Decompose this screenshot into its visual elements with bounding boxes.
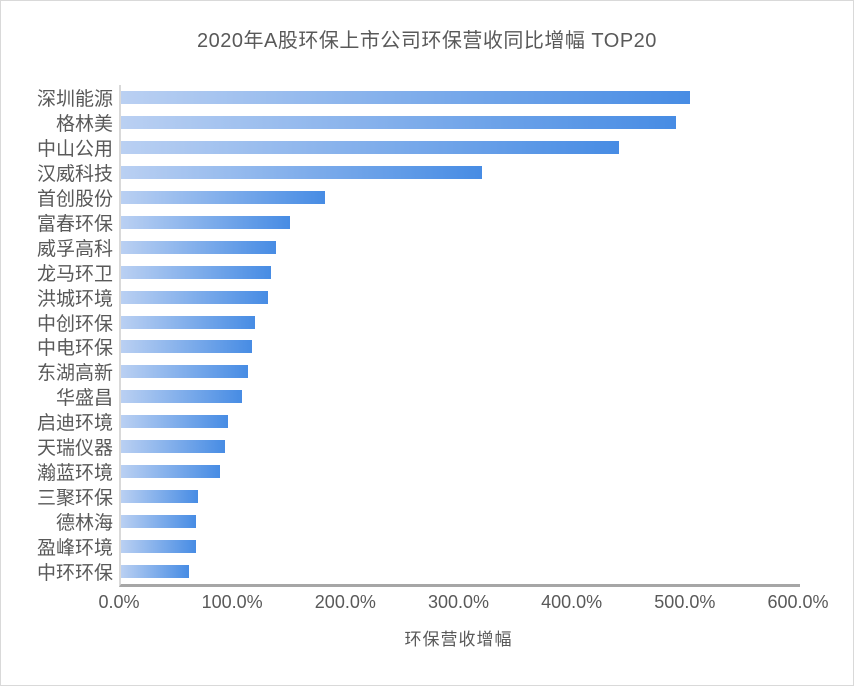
bar-row: [121, 260, 800, 285]
bar-row: [121, 459, 800, 484]
bar-row: [121, 359, 800, 384]
x-axis-ticks: 0.0% 100.0% 200.0% 300.0% 400.0% 500.0% 600.0%: [98, 592, 828, 616]
bar: [121, 265, 271, 279]
bar-row: [121, 285, 800, 310]
y-axis-label: 首创股份: [36, 188, 113, 210]
bar-row: [121, 484, 800, 509]
bar-row: [121, 310, 800, 335]
y-axis-label: 汉威科技: [36, 163, 113, 185]
y-axis-label: 华盛昌: [55, 388, 113, 410]
x-axis-tick-label: 100.0%: [201, 592, 263, 612]
bar: [121, 390, 242, 404]
bar-row: [121, 110, 800, 135]
bar: [121, 440, 225, 454]
bar: [121, 465, 221, 479]
bar: [121, 415, 228, 429]
bar: [121, 240, 277, 254]
bar-row: [121, 434, 800, 459]
bar: [121, 540, 197, 554]
bar-row: [121, 335, 800, 360]
bar: [121, 340, 252, 354]
x-axis-tick-label: 400.0%: [541, 592, 603, 612]
y-axis-label: 洪城环境: [36, 288, 113, 310]
bar-row: [121, 85, 800, 110]
bar: [121, 115, 676, 129]
y-axis-label: 中电环保: [36, 338, 113, 360]
bar-row: [121, 210, 800, 235]
y-axis-label: 盈峰环境: [36, 538, 113, 560]
y-axis-label: 威孚高科: [36, 238, 113, 260]
bar-row: [121, 559, 800, 584]
x-axis-tick-label: 500.0%: [654, 592, 716, 612]
bar-row: [121, 509, 800, 534]
bar: [121, 90, 690, 104]
y-axis-label: 天瑞仪器: [36, 438, 113, 460]
bar: [121, 140, 619, 154]
bar: [121, 190, 326, 204]
y-axis-label: 瀚蓝环境: [36, 463, 113, 485]
y-axis-label: 龙马环卫: [36, 263, 113, 285]
y-axis-label: 中创环保: [36, 313, 113, 335]
x-axis-title: 环保营收增幅: [404, 630, 513, 649]
y-axis-label: 中环环保: [36, 563, 113, 585]
bar: [121, 290, 268, 304]
x-axis-tick-label: 0.0%: [98, 592, 140, 612]
y-axis-label: 中山公用: [36, 138, 113, 160]
y-axis-labels: 深圳能源格林美中山公用汉威科技首创股份富春环保威孚高科龙马环卫洪城环境中创环保中…: [1, 85, 113, 584]
x-axis-tick-label: 300.0%: [427, 592, 490, 612]
y-axis-label: 启迪环境: [36, 413, 113, 435]
bar-row: [121, 185, 800, 210]
y-axis-label: 德林海: [55, 513, 113, 535]
bar: [121, 215, 290, 229]
bar: [121, 515, 197, 529]
y-axis-label: 三聚环保: [36, 488, 113, 510]
bar-row: [121, 534, 800, 559]
bar: [121, 565, 189, 579]
y-axis-label: 格林美: [55, 113, 113, 135]
plot-area: [119, 85, 800, 587]
x-axis-tick-label: 200.0%: [314, 592, 376, 612]
bar-row: [121, 135, 800, 160]
y-axis-label: 富春环保: [36, 213, 113, 235]
bar: [121, 365, 248, 379]
bar-row: [121, 235, 800, 260]
bar-row: [121, 160, 800, 185]
y-axis-label: 深圳能源: [36, 88, 113, 110]
chart-title: 2020年A股环保上市公司环保营收同比增幅 TOP20: [197, 30, 657, 52]
bar-row: [121, 409, 800, 434]
bar: [121, 315, 255, 329]
bar-row: [121, 384, 800, 409]
bar: [121, 165, 482, 179]
bar: [121, 490, 198, 504]
y-axis-label: 东湖高新: [36, 363, 113, 385]
x-axis-tick-label: 600.0%: [767, 592, 829, 612]
